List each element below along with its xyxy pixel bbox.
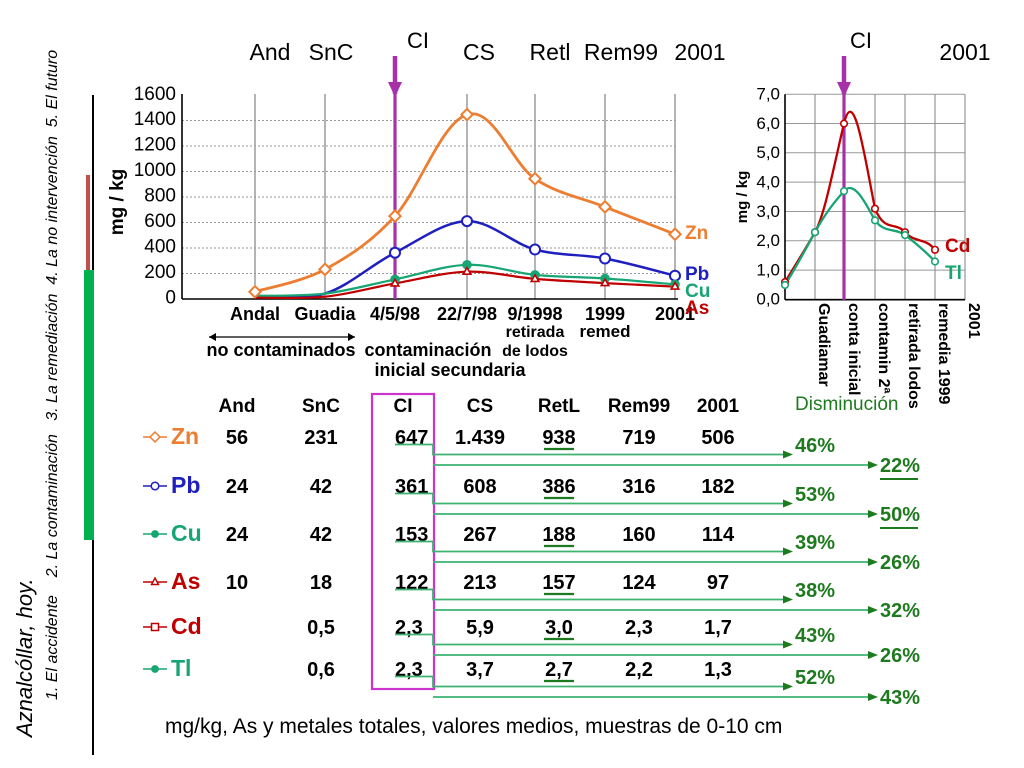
svg-text:52%: 52%: [795, 667, 835, 689]
svg-text:231: 231: [304, 427, 337, 449]
svg-text:2,3: 2,3: [625, 617, 653, 639]
svg-text:32%: 32%: [880, 600, 920, 622]
svg-text:18: 18: [310, 572, 332, 594]
svg-text:160: 160: [622, 524, 655, 546]
svg-text:1,7: 1,7: [704, 617, 732, 639]
svg-text:2,3: 2,3: [395, 617, 423, 639]
svg-text:213: 213: [463, 572, 496, 594]
svg-text:2,7: 2,7: [545, 659, 573, 681]
svg-text:53%: 53%: [795, 484, 835, 506]
svg-text:608: 608: [463, 476, 496, 498]
svg-text:2,3: 2,3: [395, 659, 423, 681]
svg-text:Pb: Pb: [171, 472, 200, 498]
svg-text:Disminución: Disminución: [795, 394, 898, 415]
svg-text:24: 24: [226, 524, 249, 546]
svg-text:3,7: 3,7: [466, 659, 494, 681]
svg-text:26%: 26%: [880, 645, 920, 667]
svg-text:Tl: Tl: [171, 655, 191, 681]
svg-text:24: 24: [226, 476, 249, 498]
svg-text:122: 122: [395, 572, 428, 594]
svg-text:CI: CI: [394, 396, 413, 417]
svg-text:42: 42: [310, 524, 332, 546]
svg-text:3,0: 3,0: [545, 617, 573, 639]
svg-text:RetL: RetL: [538, 396, 581, 417]
svg-text:182: 182: [701, 476, 734, 498]
svg-text:5,9: 5,9: [466, 617, 494, 639]
svg-text:0,6: 0,6: [307, 659, 335, 681]
svg-text:38%: 38%: [795, 580, 835, 602]
svg-text:Cu: Cu: [171, 520, 202, 546]
svg-text:2,2: 2,2: [625, 659, 653, 681]
svg-text:mg/kg, As y metales totales,: mg/kg, As y metales totales, valores med…: [165, 715, 782, 738]
svg-text:As: As: [171, 568, 200, 594]
svg-text:2001: 2001: [697, 396, 740, 417]
svg-text:10: 10: [226, 572, 248, 594]
svg-text:0,5: 0,5: [307, 617, 335, 639]
svg-text:719: 719: [622, 427, 655, 449]
svg-text:22%: 22%: [880, 455, 920, 477]
svg-text:43%: 43%: [795, 625, 835, 647]
svg-text:157: 157: [542, 572, 575, 594]
svg-text:267: 267: [463, 524, 496, 546]
svg-text:50%: 50%: [880, 504, 920, 526]
svg-text:1.439: 1.439: [455, 427, 505, 449]
svg-text:46%: 46%: [795, 435, 835, 457]
svg-text:647: 647: [395, 427, 428, 449]
svg-text:153: 153: [395, 524, 428, 546]
svg-text:114: 114: [702, 524, 735, 546]
svg-text:CS: CS: [467, 396, 493, 417]
svg-text:124: 124: [622, 572, 656, 594]
svg-text:56: 56: [226, 427, 248, 449]
svg-text:386: 386: [542, 476, 575, 498]
svg-text:And: And: [219, 396, 256, 417]
svg-text:506: 506: [701, 427, 734, 449]
svg-text:SnC: SnC: [302, 396, 340, 417]
svg-text:Cd: Cd: [171, 613, 202, 639]
svg-text:361: 361: [395, 476, 428, 498]
svg-text:188: 188: [542, 524, 575, 546]
svg-text:938: 938: [542, 427, 575, 449]
svg-text:42: 42: [310, 476, 332, 498]
svg-text:Zn: Zn: [171, 423, 199, 449]
svg-text:39%: 39%: [795, 532, 835, 554]
svg-text:97: 97: [707, 572, 729, 594]
svg-text:1,3: 1,3: [704, 659, 732, 681]
svg-text:Rem99: Rem99: [608, 396, 670, 417]
svg-text:26%: 26%: [880, 552, 920, 574]
svg-text:316: 316: [622, 476, 655, 498]
svg-text:43%: 43%: [880, 687, 920, 709]
